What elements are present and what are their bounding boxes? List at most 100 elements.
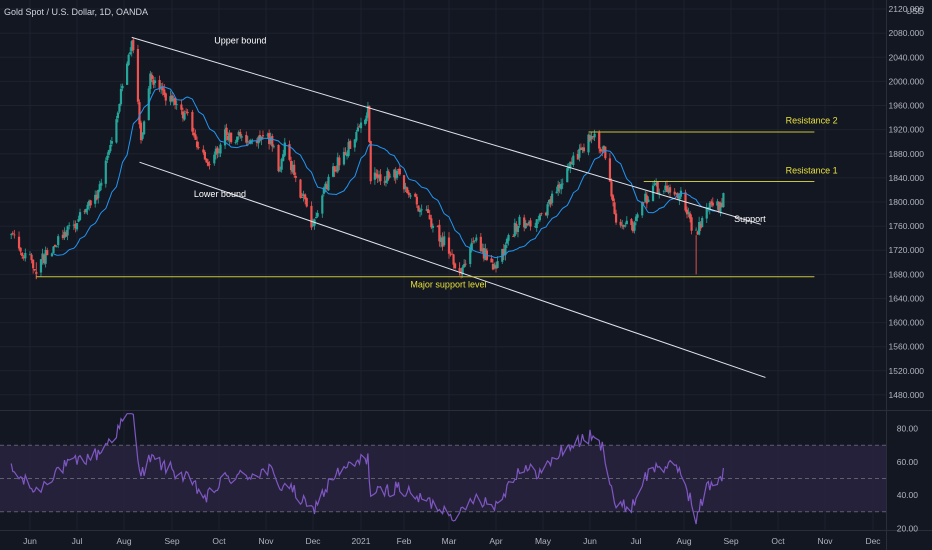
candle-up	[41, 248, 44, 265]
candle-down	[630, 217, 633, 231]
grid-layer	[0, 0, 886, 530]
candle-up	[621, 219, 624, 230]
candle-up	[75, 223, 79, 232]
candle-up	[538, 213, 541, 223]
candle-down	[248, 139, 251, 144]
candle-down	[611, 193, 615, 207]
candle-up	[658, 188, 661, 199]
candle-up	[409, 192, 412, 199]
candle-up	[119, 83, 123, 107]
candle-down	[83, 209, 86, 215]
candle-down	[21, 251, 24, 259]
candle-down	[407, 190, 410, 198]
candle-down	[479, 233, 482, 252]
candle-down	[673, 188, 676, 197]
candle-down	[529, 217, 532, 231]
candle-up	[386, 167, 389, 184]
candle-up	[283, 137, 286, 158]
candle-down	[289, 156, 293, 175]
candle-down	[300, 192, 304, 199]
candle-down	[515, 221, 518, 235]
candle-up	[279, 166, 282, 173]
lower-bound-label: Lower bound	[194, 189, 246, 199]
candle-down	[152, 75, 155, 89]
candle-down	[164, 92, 167, 106]
candle-down	[22, 254, 25, 261]
candle-up	[518, 214, 521, 228]
candle-up	[695, 227, 698, 231]
candle-up	[705, 203, 708, 223]
candle-up	[527, 220, 530, 226]
candle-up	[364, 118, 367, 126]
candle-down	[299, 178, 302, 199]
candle-down	[150, 72, 153, 83]
candle-down	[622, 224, 625, 230]
candle-down	[192, 127, 196, 138]
candle-up	[560, 179, 563, 195]
candle-up	[373, 167, 376, 185]
candle-up	[463, 259, 466, 268]
candle-down	[383, 176, 386, 186]
candle-down	[139, 120, 143, 144]
x-tick-label: Apr	[489, 536, 502, 546]
candle-up	[311, 218, 315, 227]
x-tick-label: Jul	[631, 536, 642, 546]
candle-down	[186, 109, 189, 116]
candle-up	[234, 139, 237, 145]
candle-up	[116, 111, 120, 123]
upper-bound-label: Upper bound	[214, 35, 266, 45]
candle-down	[598, 130, 601, 154]
candle-up	[169, 90, 172, 106]
price-tick-label: 1840.000	[889, 173, 925, 183]
candle-down	[452, 253, 455, 269]
candle-up	[86, 202, 89, 215]
candle-up	[389, 173, 392, 178]
candle-down	[11, 231, 14, 236]
candle-up	[647, 196, 650, 203]
candle-up	[52, 246, 55, 254]
candle-up	[698, 216, 701, 236]
candle-up	[633, 220, 636, 234]
candle-down	[558, 182, 561, 194]
price-tick-label: 1960.000	[889, 101, 925, 111]
candle-up	[213, 151, 216, 166]
candle-down	[591, 135, 595, 141]
candle-down	[19, 247, 22, 256]
candle-down	[368, 105, 371, 143]
candle-down	[614, 209, 618, 225]
price-tick-label: 2120.000	[889, 4, 925, 14]
x-tick-label: Jul	[72, 536, 83, 546]
candle-up	[77, 215, 80, 223]
candle-up	[504, 242, 507, 261]
candle-up	[50, 252, 54, 257]
price-tick-label: 1720.000	[889, 245, 925, 255]
rsi-line	[10, 413, 724, 525]
candle-down	[206, 159, 210, 167]
candle-down	[579, 143, 583, 151]
candle-down	[453, 262, 457, 270]
candle-down	[582, 143, 586, 153]
candle-up	[100, 178, 103, 191]
candle-up	[636, 212, 639, 222]
candle-down	[588, 133, 592, 143]
candle-down	[245, 131, 248, 146]
candle-down	[325, 181, 329, 191]
candle-down	[203, 150, 206, 161]
candle-up	[507, 233, 510, 246]
candle-down	[205, 158, 208, 163]
candle-down	[369, 140, 372, 185]
candle-up	[384, 176, 388, 187]
rsi-tick-label: 80.00	[897, 424, 919, 434]
candle-down	[430, 214, 433, 230]
candle-up	[55, 245, 58, 248]
candle-down	[599, 147, 602, 154]
candle-down	[288, 140, 291, 162]
candle-up	[39, 258, 43, 277]
candle-up	[266, 132, 269, 139]
candle-down	[170, 92, 174, 103]
candle-up	[664, 181, 667, 193]
candle-up	[129, 47, 132, 56]
candle-down	[717, 201, 720, 214]
candle-up	[481, 243, 484, 254]
currency-label: USD	[906, 6, 924, 16]
